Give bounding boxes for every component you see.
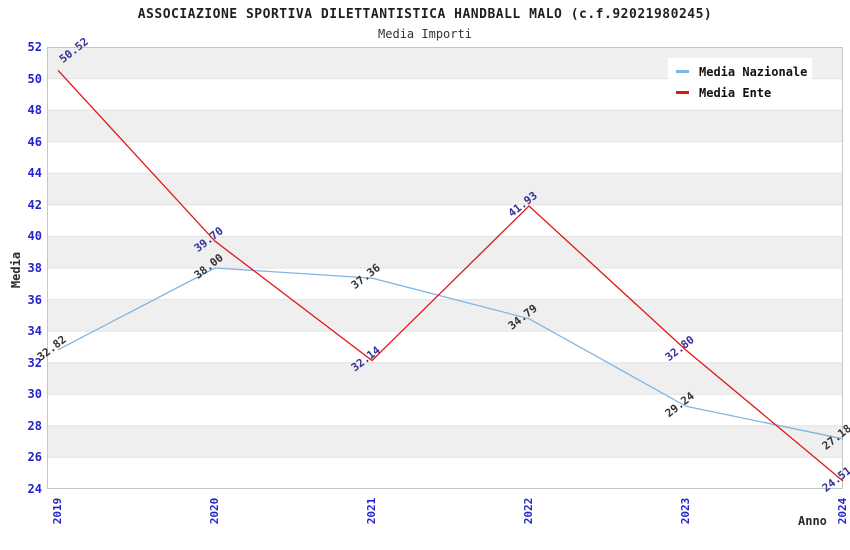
y-tick-label: 32: [27, 355, 42, 370]
y-tick-label: 24: [27, 482, 42, 496]
x-tick-label: 2020: [208, 497, 221, 525]
legend-item-media-ente: Media Ente: [676, 82, 812, 103]
plot-area: 32.82 38.00 37.36 34.79 29.24 27.18 50.52 39.70…: [35, 35, 850, 495]
plot-band: [47, 394, 843, 426]
x-axis-title: Anno: [798, 514, 827, 528]
legend: Media Nazionale Media Ente: [668, 58, 812, 105]
chart-title: ASSOCIAZIONE SPORTIVA DILETTANTISTICA HA…: [137, 7, 713, 22]
y-tick-label: 34: [27, 324, 42, 339]
media-nazionale-line: [57, 267, 844, 440]
y-tick-label: 30: [27, 387, 42, 402]
y-tick-label: 46: [27, 134, 42, 149]
legend-item-media-nazionale: Media Nazionale: [676, 61, 812, 82]
plot-band: [47, 204, 843, 237]
x-tick-label: 2024: [836, 497, 849, 525]
plot-band: [47, 362, 843, 395]
x-tick-label: 2021: [365, 497, 378, 525]
y-tick-label: 40: [27, 229, 42, 244]
plot-border: [47, 47, 843, 489]
media-nazionale-line-swatch: [676, 70, 689, 73]
plot-band: [47, 110, 843, 142]
legend-label-media-nazionale: Media Nazionale: [699, 64, 808, 79]
plot-band: [47, 457, 843, 489]
y-tick-label: 38: [27, 261, 42, 275]
legend-label-media-ente: Media Ente: [699, 85, 772, 100]
y-tick-label: 28: [27, 418, 42, 433]
plot-band: [47, 141, 843, 174]
y-tick-label: 36: [27, 292, 42, 307]
y-tick-label: 42: [27, 197, 42, 212]
media-ente-line-swatch: [676, 91, 689, 94]
x-tick-label: 2023: [679, 497, 692, 525]
media-ente-line: [57, 69, 844, 482]
plot-band: [47, 268, 843, 300]
y-tick-label: 44: [27, 166, 42, 181]
x-tick-label: 2022: [522, 497, 535, 525]
plot-band: [47, 425, 843, 458]
chart-subtitle: Media Importi: [378, 27, 472, 41]
plot-band: [47, 173, 843, 205]
y-tick-label: 52: [27, 40, 42, 54]
y-tick-label: 26: [27, 450, 42, 465]
plot-band: [47, 331, 843, 363]
y-tick-label: 48: [27, 103, 42, 118]
plot-band: [47, 236, 843, 268]
plot-band: [47, 299, 843, 332]
x-tick-label: 2019: [51, 497, 64, 525]
y-tick-label: 50: [27, 71, 42, 86]
